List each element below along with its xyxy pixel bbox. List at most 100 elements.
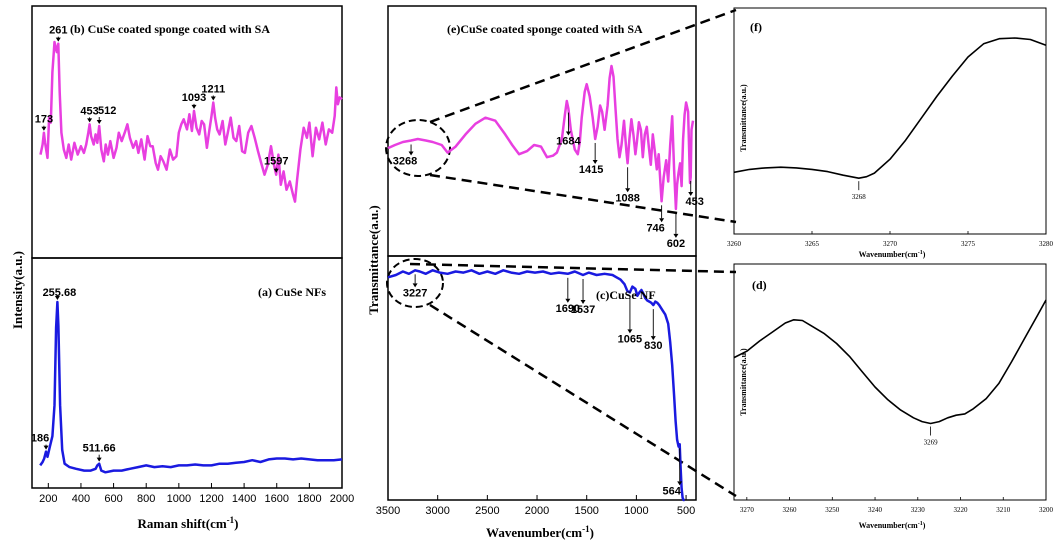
series-line-inset_f [733, 37, 1047, 179]
series-line-raman_nf [39, 300, 343, 474]
peak-arrowhead-raman_nf-0 [43, 445, 49, 450]
peak-arrowhead-ftir_nf-3 [627, 329, 633, 334]
ftir-xtick-label: 3500 [376, 505, 400, 517]
panel-a-frame [31, 257, 343, 489]
inset-xtick-label-inset_d: 3230 [911, 506, 926, 514]
peak-label-ftir_sa-0: 3268 [393, 155, 417, 167]
raman-ylabel: Intensity(a.u.) [10, 251, 25, 329]
inset-xtick-label-inset_d: 3210 [996, 506, 1011, 514]
panel-c-title: (c)CuSe NF [596, 288, 656, 302]
peak-arrowhead-raman_sa-2 [87, 118, 93, 123]
raman-xtick-label: 1800 [297, 493, 321, 505]
peak-label-ftir_nf-4: 830 [644, 340, 662, 352]
peak-label-ftir_nf-1: 1690 [556, 303, 580, 315]
peak-label-raman_sa-5: 1211 [201, 83, 225, 95]
series-line-ftir_sa [387, 64, 695, 211]
series-line-inset_d [733, 299, 1047, 425]
raman-xtick-label: 1400 [232, 493, 256, 505]
raman-xtick-label: 200 [39, 493, 57, 505]
peak-arrowhead-raman_sa-0 [41, 126, 47, 131]
inset-xtick-label-inset_d: 3220 [954, 506, 969, 514]
peak-label-ftir_sa-6: 453 [686, 196, 704, 208]
ftir-xtick-label: 2000 [525, 505, 549, 517]
raman-xtick-label: 2000 [330, 493, 354, 505]
peak-label-raman_nf-0: 186 [31, 433, 49, 445]
peak-arrowhead-ftir_nf-0 [412, 283, 418, 288]
raman-xtick-label: 1600 [264, 493, 288, 505]
inset-d-ylabel: Transmittance(a.u.) [739, 348, 748, 416]
inset-xtick-label-inset_d: 3240 [868, 506, 883, 514]
series-line-ftir_nf [387, 269, 685, 502]
inset-xtick-label-inset_f: 3260 [727, 240, 742, 248]
zoom-line-e-top [429, 8, 737, 124]
inset-xtick-label-inset_f: 3275 [961, 240, 976, 248]
raman-xlabel: Raman shift(cm-1) [137, 515, 238, 531]
peak-label-raman_sa-2: 453 [80, 105, 98, 117]
ftir-xtick-label: 1000 [624, 505, 648, 517]
raman-xtick-label: 400 [72, 493, 90, 505]
inset-xtick-label-inset_d: 3250 [825, 506, 840, 514]
peak-arrowhead-raman_sa-5 [210, 96, 216, 101]
panel-a-title: (a) CuSe NFs [258, 285, 326, 299]
peak-label-raman_nf-1: 255.68 [43, 287, 77, 299]
panel-e-title: (e)CuSe coated sponge coated with SA [447, 22, 643, 36]
panel-f-frame [733, 7, 1047, 235]
inset-xtick-label-inset_f: 3265 [805, 240, 820, 248]
panel-b-title: (b) CuSe coated sponge coated with SA [70, 22, 270, 36]
peak-label-ftir_sa-3: 1088 [615, 192, 639, 204]
peak-label-ftir_nf-5: 564 [663, 485, 682, 497]
ftir-xlabel: Wavenumber(cm-1) [486, 524, 594, 540]
peak-label-ftir_nf-2: 1537 [571, 304, 595, 316]
peak-label-inset_f-0: 3268 [852, 193, 867, 201]
raman-xtick-label: 1200 [199, 493, 223, 505]
ftir-xtick-label: 1500 [574, 505, 598, 517]
inset-xtick-label-inset_d: 3200 [1039, 506, 1054, 514]
peak-arrowhead-raman_sa-4 [191, 104, 197, 109]
panel-f-label: (f) [750, 20, 762, 34]
peak-label-ftir_nf-3: 1065 [618, 333, 642, 345]
zoom-ellipse-e [385, 119, 451, 177]
peak-arrowhead-ftir_sa-3 [625, 188, 631, 193]
panel-d-label: (d) [752, 278, 767, 292]
peak-label-raman_sa-1: 261 [49, 25, 67, 37]
peak-arrowhead-ftir_nf-5 [677, 481, 683, 486]
inset-xtick-label-inset_d: 3260 [783, 506, 798, 514]
peak-arrowhead-ftir_sa-6 [688, 191, 694, 196]
peak-label-raman_sa-4: 1093 [182, 92, 206, 104]
peak-arrowhead-ftir_sa-2 [592, 159, 598, 164]
panel-c-frame [387, 255, 697, 501]
peak-label-ftir_sa-1: 1684 [556, 136, 581, 148]
inset-f-ylabel: Transmittance(a.u.) [739, 84, 748, 152]
raman-xtick-label: 800 [137, 493, 155, 505]
zoom-ellipse-c [386, 258, 444, 308]
panel-e-frame [387, 5, 697, 257]
peak-label-raman_sa-6: 1597 [264, 156, 288, 168]
peak-arrowhead-ftir_sa-1 [565, 131, 571, 136]
inset-xtick-label-inset_d: 3270 [740, 506, 755, 514]
ftir-ylabel: Transmittance(a.u.) [366, 205, 381, 315]
ftir-xtick-label: 2500 [475, 505, 499, 517]
peak-label-ftir_nf-0: 3227 [403, 287, 427, 299]
inset-d-xlabel: Wavenumber(cm-1) [859, 521, 926, 530]
peak-arrowhead-raman_sa-1 [55, 37, 61, 42]
panel-d-frame [733, 263, 1047, 501]
zoom-line-c-bottom [429, 303, 737, 498]
raman-xtick-label: 1000 [167, 493, 191, 505]
peak-arrowhead-ftir_nf-4 [650, 336, 656, 341]
inset-xtick-label-inset_f: 3280 [1039, 240, 1054, 248]
peak-arrowhead-ftir_nf-1 [565, 298, 571, 303]
peak-arrowhead-ftir_sa-0 [408, 151, 414, 156]
series-line-raman_sa [39, 40, 343, 203]
inset-f-xlabel: Wavenumber(cm-1) [859, 250, 926, 259]
peak-arrowhead-ftir_nf-2 [580, 299, 586, 304]
zoom-line-e-bottom [429, 173, 737, 224]
ftir-xtick-label: 500 [677, 505, 695, 517]
zoom-line-c-top [409, 262, 737, 274]
peak-arrowhead-ftir_sa-4 [659, 218, 665, 223]
peak-arrowhead-raman_sa-3 [96, 120, 102, 124]
peak-label-raman_sa-0: 173 [35, 114, 53, 126]
peak-arrowhead-ftir_sa-5 [673, 233, 679, 238]
peak-label-ftir_sa-4: 746 [646, 222, 664, 234]
peak-label-ftir_sa-5: 602 [667, 238, 685, 250]
peak-arrowhead-raman_sa-6 [273, 168, 279, 173]
